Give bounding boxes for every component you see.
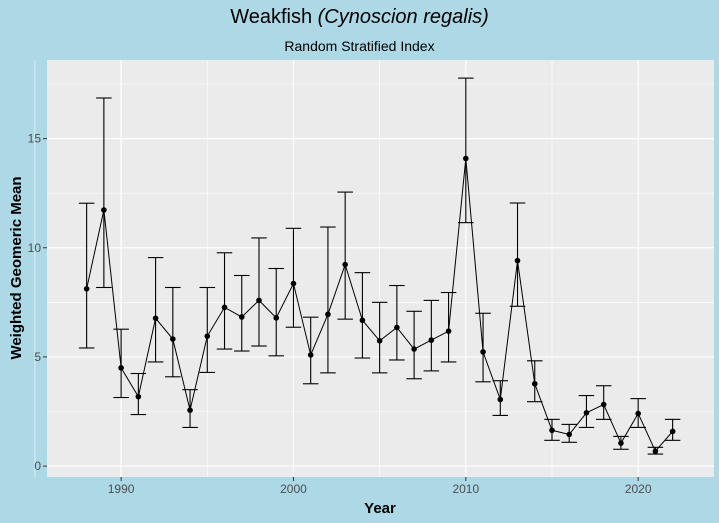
data-point [238, 314, 245, 320]
data-point [428, 337, 435, 343]
y-tick-label: 15 [28, 132, 42, 146]
data-point [256, 297, 262, 304]
data-point [618, 440, 624, 446]
title-species: (Cynoscion regalis) [317, 6, 489, 28]
data-point [445, 328, 452, 334]
chart-subtitle: Random Stratified Index [284, 38, 435, 54]
data-point [635, 410, 641, 417]
data-point [135, 393, 142, 400]
data-point [101, 207, 107, 213]
data-point [497, 396, 504, 403]
data-point [566, 431, 573, 438]
data-point [307, 352, 314, 358]
data-point [600, 401, 607, 408]
y-tick-label: 0 [34, 459, 41, 473]
series-points [83, 155, 676, 455]
data-point [83, 286, 90, 292]
x-tick-label: 2010 [452, 482, 479, 496]
gridlines [34, 60, 714, 477]
data-point [480, 349, 486, 355]
x-tick-label: 2000 [280, 482, 307, 496]
data-point [652, 448, 659, 455]
data-point [394, 324, 400, 331]
x-axis-label: Year [364, 500, 396, 517]
data-point [514, 257, 521, 264]
chart-title: Weakfish (Cynoscion regalis) [0, 6, 719, 29]
data-point [170, 336, 176, 342]
data-point [273, 315, 280, 321]
y-tick-label: 5 [34, 350, 41, 364]
data-point [463, 155, 469, 162]
data-point [359, 317, 366, 324]
y-tick-label: 10 [28, 241, 42, 255]
data-point [325, 311, 331, 318]
data-point [290, 280, 297, 287]
y-axis-label: Weighted Geomeric Mean [8, 176, 25, 359]
data-point [187, 407, 193, 413]
data-point [376, 337, 383, 344]
plot-panel [47, 60, 714, 477]
data-point [152, 315, 159, 322]
data-point [342, 261, 348, 268]
data-point [221, 304, 228, 311]
data-point [583, 410, 590, 416]
axes: 1990 2000 2010 2020 0 5 10 15 [28, 132, 652, 496]
data-point [118, 365, 124, 371]
data-point [669, 428, 676, 435]
title-main: Weakfish [230, 6, 313, 28]
data-point [411, 346, 417, 352]
x-tick-label: 2020 [625, 482, 652, 496]
data-point [549, 427, 555, 434]
x-tick-label: 1990 [108, 482, 135, 496]
data-point [204, 333, 211, 339]
data-point [531, 380, 538, 387]
